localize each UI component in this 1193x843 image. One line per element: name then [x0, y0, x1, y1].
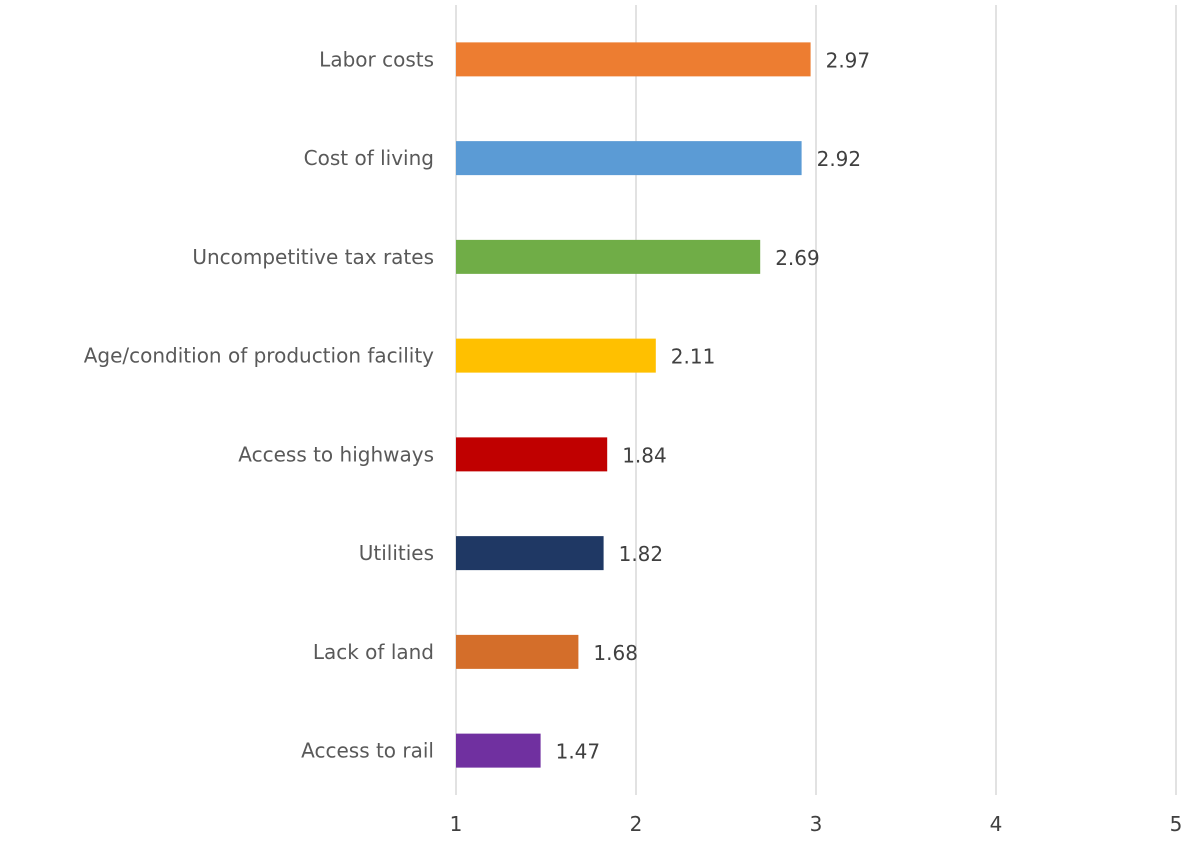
bar-5: [456, 437, 608, 472]
bar-1: [456, 42, 811, 77]
x-tick-label-4: 4: [990, 812, 1003, 836]
value-label-1: 2.97: [826, 48, 871, 72]
value-label-2: 2.92: [817, 147, 862, 171]
category-label-3: Uncompetitive tax rates: [192, 245, 434, 269]
value-label-4: 2.11: [671, 345, 716, 369]
value-label-5: 1.84: [622, 443, 667, 467]
category-label-2: Cost of living: [304, 146, 434, 170]
x-tick-label-1: 1: [450, 812, 463, 836]
category-label-4: Age/condition of production facility: [84, 344, 434, 368]
x-tick-label-2: 2: [630, 812, 643, 836]
category-label-6: Utilities: [359, 541, 434, 565]
value-label-8: 1.47: [556, 740, 601, 764]
bar-4: [456, 338, 656, 373]
category-label-7: Lack of land: [313, 640, 434, 664]
value-label-6: 1.82: [619, 542, 664, 566]
grid-lines: [455, 5, 1177, 795]
value-labels: 2.97 2.92 2.69 2.11 1.84 1.82 1.68 1.47: [556, 48, 871, 763]
category-label-1: Labor costs: [319, 47, 434, 71]
category-labels: Labor costs Cost of living Uncompetitive t…: [84, 47, 434, 762]
x-tick-label-5: 5: [1170, 812, 1183, 836]
bar-6: [456, 536, 604, 571]
x-axis-tick-labels: 1 2 3 4 5: [450, 812, 1183, 836]
bar-8: [456, 733, 541, 768]
bars: [456, 42, 811, 768]
value-label-7: 1.68: [593, 641, 638, 665]
bar-2: [456, 141, 802, 176]
value-label-3: 2.69: [775, 246, 820, 270]
category-label-8: Access to rail: [301, 739, 434, 763]
bar-7: [456, 634, 579, 669]
x-tick-label-3: 3: [810, 812, 823, 836]
bar-3: [456, 239, 761, 274]
category-label-5: Access to highways: [238, 442, 434, 466]
